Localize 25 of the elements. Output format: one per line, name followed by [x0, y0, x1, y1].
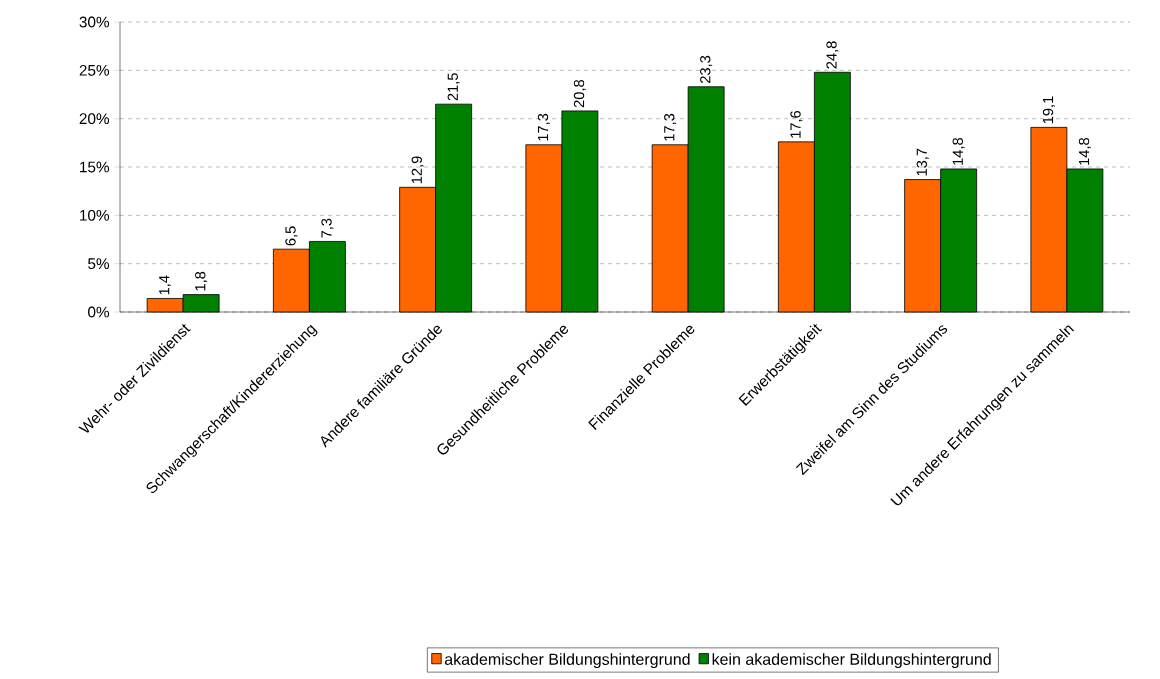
data-label: 19,1: [1042, 96, 1055, 124]
data-label: 6,5: [285, 226, 298, 246]
legend-label: kein akademischer Bildungshintergrund: [712, 653, 991, 669]
y-tick-label: 25%: [79, 64, 110, 76]
data-label: 17,6: [790, 110, 803, 138]
y-tick-label: 0%: [88, 306, 110, 318]
data-label: 14,8: [1078, 137, 1091, 165]
data-label: 12,9: [411, 156, 424, 184]
data-label: 24,8: [826, 41, 839, 69]
y-tick-label: 5%: [88, 258, 110, 270]
data-label: 21,5: [447, 73, 460, 101]
data-label: 20,8: [573, 79, 586, 108]
y-tick-label: 30%: [79, 16, 110, 28]
data-label: 1,4: [159, 275, 172, 295]
legend-label: akademischer Bildungshintergrund: [444, 653, 690, 669]
data-label: 23,3: [700, 55, 713, 83]
data-label: 17,3: [664, 113, 677, 141]
data-label: 1,8: [195, 271, 208, 291]
y-tick-label: 10%: [80, 209, 110, 221]
y-tick-label: 15%: [80, 161, 110, 173]
data-label: 14,8: [952, 137, 965, 165]
data-label: 17,3: [537, 113, 550, 141]
y-tick-label: 20%: [79, 113, 110, 125]
data-label: 7,3: [321, 218, 334, 238]
data-label: 13,7: [916, 148, 929, 176]
